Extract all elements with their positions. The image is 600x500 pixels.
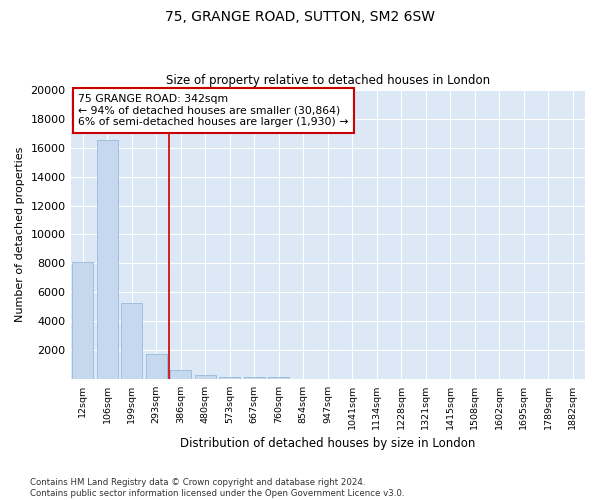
Title: Size of property relative to detached houses in London: Size of property relative to detached ho… xyxy=(166,74,490,87)
Bar xyxy=(73,262,93,380)
Bar xyxy=(170,370,191,380)
Text: 75, GRANGE ROAD, SUTTON, SM2 6SW: 75, GRANGE ROAD, SUTTON, SM2 6SW xyxy=(165,10,435,24)
Y-axis label: Number of detached properties: Number of detached properties xyxy=(15,147,25,322)
Bar xyxy=(195,375,215,380)
Bar xyxy=(268,378,289,380)
X-axis label: Distribution of detached houses by size in London: Distribution of detached houses by size … xyxy=(180,437,475,450)
Text: 75 GRANGE ROAD: 342sqm
← 94% of detached houses are smaller (30,864)
6% of semi-: 75 GRANGE ROAD: 342sqm ← 94% of detached… xyxy=(78,94,349,127)
Text: Contains HM Land Registry data © Crown copyright and database right 2024.
Contai: Contains HM Land Registry data © Crown c… xyxy=(30,478,404,498)
Bar xyxy=(244,378,265,380)
Bar xyxy=(146,354,167,380)
Bar xyxy=(121,302,142,380)
Bar xyxy=(97,140,118,380)
Bar xyxy=(220,377,240,380)
